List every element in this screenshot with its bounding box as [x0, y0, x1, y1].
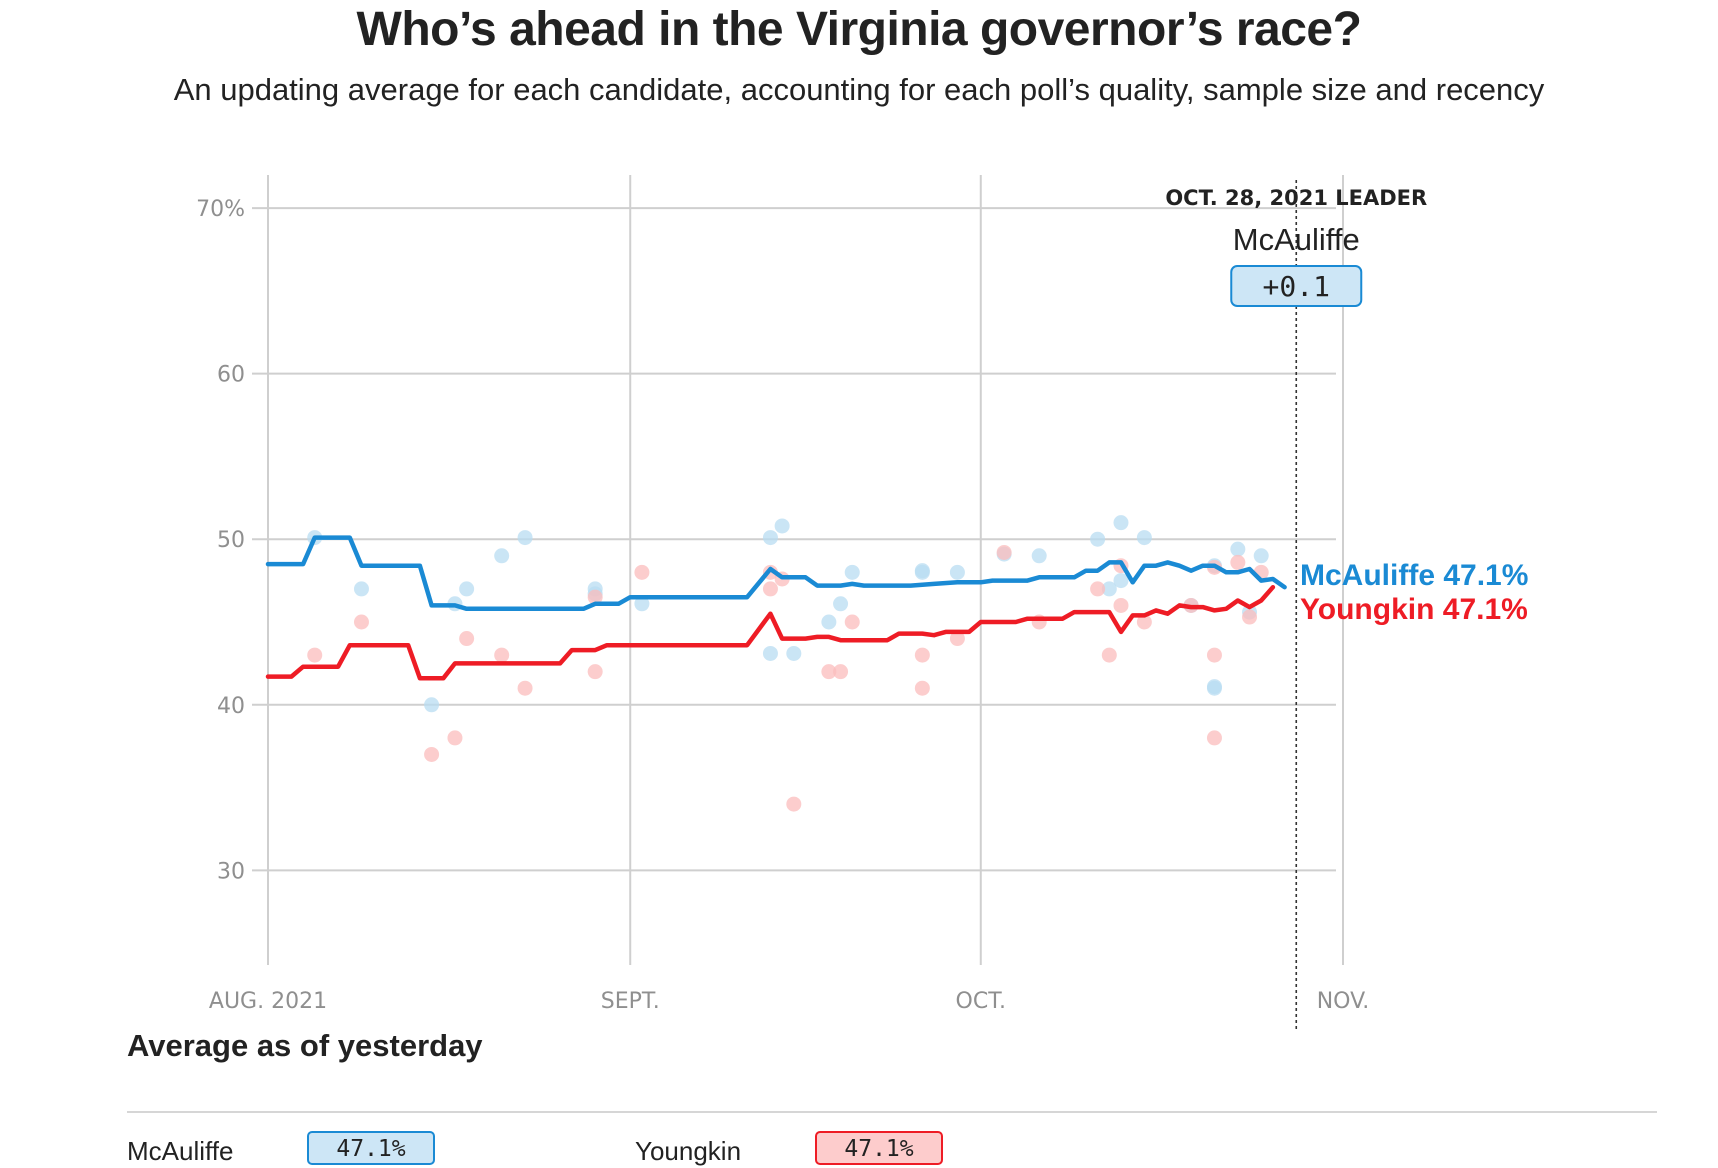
- y-tick-label-60: 60: [217, 363, 245, 388]
- mcauliffe-poll-dot-15: [833, 596, 849, 612]
- mcauliffe-poll-dot-6: [517, 530, 533, 546]
- y-tick-labels: 30 40 50 60 70%: [196, 197, 245, 884]
- x-tick-label-1: SEPT.: [601, 989, 660, 1014]
- poll-average-chart: 30 40 50 60 70% AUG. 2021 SEPT. OCT. NOV. OCT. …: [196, 175, 1528, 1030]
- mcauliffe-poll-dot-30: [1206, 679, 1222, 695]
- youngkin-poll-dot-4: [459, 631, 475, 647]
- youngkin-poll-dot-23: [1101, 647, 1117, 663]
- mcauliffe-poll-dot-12: [762, 645, 778, 661]
- x-tick-label-2: OCT.: [956, 989, 1007, 1014]
- youngkin-poll-dot-29: [1206, 647, 1222, 663]
- youngkin-poll-dot-17: [914, 647, 930, 663]
- average-candidate-mcauliffe: McAuliffe: [127, 1136, 234, 1166]
- mcauliffe-poll-dot-14: [821, 614, 837, 630]
- chart-title: Who’s ahead in the Virginia governor’s r…: [356, 3, 1362, 56]
- mcauliffe-poll-dot-13: [786, 645, 802, 661]
- youngkin-poll-dot-26: [1136, 614, 1152, 630]
- youngkin-poll-dot-30: [1206, 730, 1222, 746]
- y-tick-label-30: 30: [217, 859, 245, 884]
- mcauliffe-poll-dot-31: [1230, 541, 1246, 557]
- youngkin-poll-dot-19: [949, 631, 965, 647]
- average-divider: [127, 1111, 1657, 1113]
- leader-name: McAuliffe: [1233, 222, 1360, 257]
- average-value-youngkin: 47.1%: [815, 1131, 943, 1165]
- youngkin-poll-dot-25: [1113, 597, 1129, 613]
- x-gridlines: [267, 175, 1344, 965]
- youngkin-poll-dot-8: [587, 589, 603, 605]
- mcauliffe-average-line: [265, 535, 1287, 612]
- youngkin-average-line: [265, 584, 1276, 681]
- y-tick-label-40: 40: [217, 694, 245, 719]
- mcauliffe-poll-dot-23: [1101, 581, 1117, 597]
- youngkin-poll-dot-32: [1242, 609, 1258, 625]
- mcauliffe-poll-dot-22: [1090, 531, 1106, 547]
- average-lines: [265, 535, 1287, 681]
- x-tick-labels: AUG. 2021 SEPT. OCT. NOV.: [209, 989, 1369, 1014]
- youngkin-poll-dot-11: [762, 581, 778, 597]
- mcauliffe-poll-dot-21: [1031, 548, 1047, 564]
- youngkin-poll-dot-13: [786, 796, 802, 812]
- youngkin-poll-dot-16: [844, 614, 860, 630]
- leader-margin-badge: [1230, 265, 1363, 307]
- mcauliffe-poll-dot-9: [634, 596, 650, 612]
- leader-margin: +0.1: [1263, 270, 1330, 303]
- chart-subtitle: An updating average for each candidate, …: [173, 72, 1545, 107]
- average-value-mcauliffe: 47.1%: [307, 1131, 435, 1165]
- mcauliffe-poll-dot-1: [353, 581, 369, 597]
- youngkin-poll-dot-14: [821, 664, 837, 680]
- x-tick-label-3: NOV.: [1317, 989, 1370, 1014]
- mcauliffe-poll-dot-18: [914, 564, 930, 580]
- youngkin-poll-dot-22: [1090, 581, 1106, 597]
- mcauliffe-poll-dot-11: [774, 518, 790, 534]
- poll-dots: [307, 515, 1269, 812]
- leader-heading: OCT. 28, 2021 LEADER: [1165, 186, 1427, 210]
- youngkin-poll-dot-2: [424, 746, 440, 762]
- youngkin-poll-dot-5: [494, 647, 510, 663]
- y-tick-label-50: 50: [217, 528, 245, 553]
- youngkin-poll-dot-1: [353, 614, 369, 630]
- end-label-mcauliffe: McAuliffe 47.1%: [1300, 559, 1528, 592]
- youngkin-poll-dot-20: [996, 544, 1012, 560]
- mcauliffe-poll-dot-26: [1136, 530, 1152, 546]
- end-label-youngkin: Youngkin 47.1%: [1300, 593, 1528, 626]
- mcauliffe-poll-dot-5: [494, 548, 510, 564]
- x-tick-label-0: AUG. 2021: [209, 989, 327, 1014]
- mcauliffe-poll-dot-2: [424, 697, 440, 713]
- youngkin-poll-dot-7: [587, 664, 603, 680]
- youngkin-poll-dot-6: [517, 680, 533, 696]
- average-candidate-youngkin: Youngkin: [635, 1136, 742, 1166]
- youngkin-poll-dot-3: [447, 730, 463, 746]
- youngkin-poll-dot-15: [833, 664, 849, 680]
- mcauliffe-poll-dot-16: [844, 564, 860, 580]
- mcauliffe-poll-dot-24: [1113, 515, 1129, 531]
- mcauliffe-poll-dot-19: [949, 564, 965, 580]
- youngkin-poll-dot-0: [307, 647, 323, 663]
- mcauliffe-poll-dot-25: [1113, 573, 1129, 589]
- youngkin-poll-dot-18: [914, 680, 930, 696]
- mcauliffe-poll-dot-33: [1253, 548, 1269, 564]
- mcauliffe-poll-dot-10: [762, 530, 778, 546]
- y-tick-label-70: 70%: [196, 197, 245, 222]
- y-gridlines: [252, 207, 1336, 872]
- mcauliffe-poll-dot-4: [459, 581, 475, 597]
- youngkin-poll-dot-31: [1230, 554, 1246, 570]
- average-section-title: Average as of yesterday: [127, 1028, 483, 1063]
- youngkin-poll-dot-9: [634, 564, 650, 580]
